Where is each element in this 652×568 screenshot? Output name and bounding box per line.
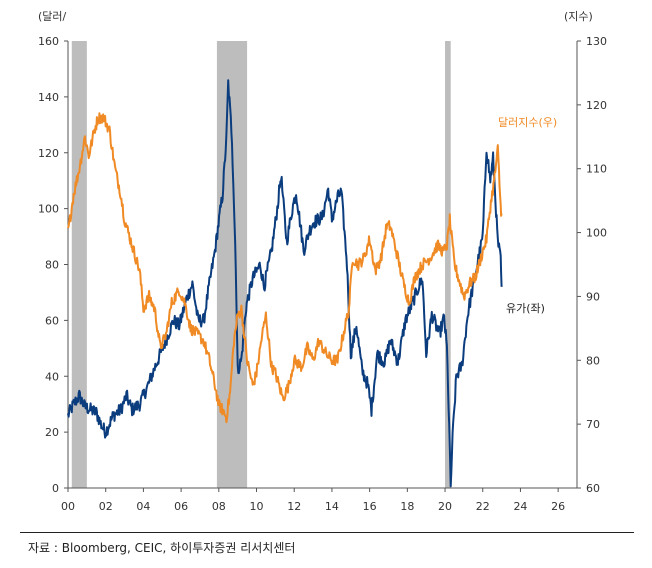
x-tick-label: 12 [287,500,301,513]
footer-rule [20,532,634,533]
right-tick-label: 120 [586,99,607,112]
left-tick-label: 20 [45,426,59,439]
left-axis-unit: (달러/ [38,10,67,23]
series-lines [67,79,503,488]
left-tick-label: 80 [45,259,59,272]
recession-band-1 [216,41,248,488]
series-line-1 [67,112,503,424]
x-tick-label: 10 [250,500,264,513]
right-tick-label: 70 [586,418,600,431]
right-tick-label: 60 [586,482,600,495]
x-tick-label: 16 [363,500,377,513]
right-tick-label: 110 [586,163,607,176]
dollar-index-annotation: 달러지수(우) [498,116,557,129]
x-tick-label: 02 [99,500,113,513]
axes [64,40,581,492]
right-axis-unit: (지수) [564,10,593,23]
left-tick-label: 0 [52,482,59,495]
x-tick-label: 24 [513,500,527,513]
recession-band-2 [445,41,451,488]
recession-band-0 [71,41,87,488]
series-line-0 [67,79,503,488]
left-tick-label: 100 [38,203,59,216]
x-tick-label: 26 [551,500,565,513]
left-tick-label: 140 [38,91,59,104]
right-tick-label: 90 [586,290,600,303]
oil-price-annotation: 유가(좌) [506,302,545,315]
x-tick-label: 00 [61,500,75,513]
x-tick-label: 18 [400,500,414,513]
right-tick-label: 130 [586,35,607,48]
axis-labels: 0204060801001201401606070809010011012013… [38,35,607,513]
x-tick-label: 06 [174,500,188,513]
recession-bands [71,41,451,488]
left-tick-label: 60 [45,314,59,327]
left-tick-label: 120 [38,147,59,160]
right-tick-label: 100 [586,227,607,240]
x-tick-label: 04 [136,500,150,513]
x-tick-label: 08 [212,500,226,513]
x-tick-label: 22 [476,500,490,513]
x-tick-label: 14 [325,500,339,513]
x-tick-label: 20 [438,500,452,513]
left-tick-label: 40 [45,370,59,383]
line-chart: 0204060801001201401606070809010011012013… [38,10,607,513]
right-tick-label: 80 [586,354,600,367]
source-note: 자료 : Bloomberg, CEIC, 하이투자증권 리서치센터 [28,541,296,555]
left-tick-label: 160 [38,35,59,48]
